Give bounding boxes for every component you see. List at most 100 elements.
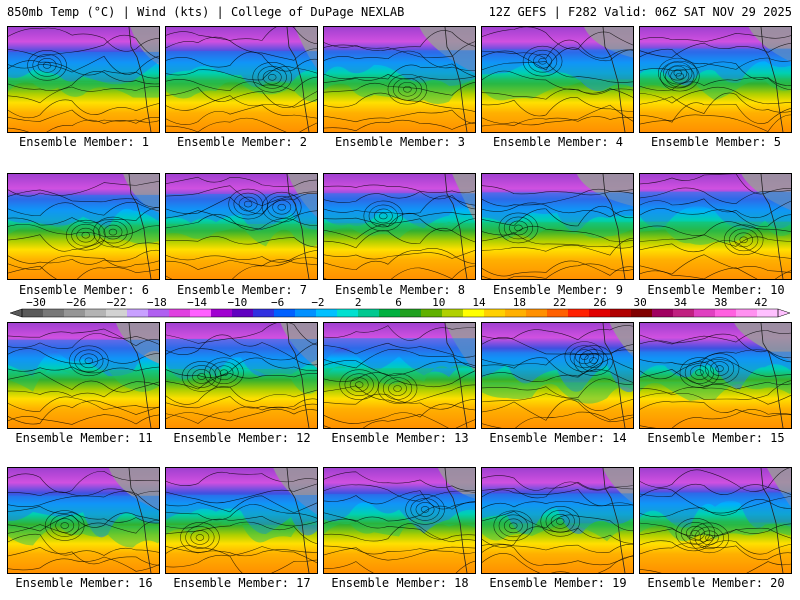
ensemble-member-map — [7, 173, 160, 280]
map-title: 850mb Temp (°C) | Wind (kts) | College o… — [7, 5, 405, 19]
colorbar-tick-label: −26 — [66, 296, 86, 309]
ensemble-member-map — [639, 322, 792, 429]
ensemble-member-label: Ensemble Member: 1 — [18, 135, 150, 149]
ensemble-member-map — [481, 173, 634, 280]
ensemble-member-label: Ensemble Member: 5 — [650, 135, 782, 149]
ensemble-member-map — [165, 26, 318, 133]
ensemble-member-map — [165, 173, 318, 280]
colorbar-tick-label: 14 — [472, 296, 486, 309]
ensemble-member-label: Ensemble Member: 3 — [334, 135, 466, 149]
colorbar-segment — [736, 309, 758, 317]
ensemble-member-label: Ensemble Member: 13 — [331, 431, 469, 445]
colorbar-tick-label: 34 — [674, 296, 688, 309]
colorbar-tick-label: 22 — [553, 296, 566, 309]
ensemble-member-label: Ensemble Member: 11 — [15, 431, 153, 445]
colorbar-segment — [274, 309, 296, 317]
ensemble-member-map — [7, 26, 160, 133]
colorbar-tick-label: 30 — [634, 296, 647, 309]
colorbar-tick-label: −30 — [26, 296, 46, 309]
ensemble-member-map — [481, 322, 634, 429]
colorbar-segment — [757, 309, 779, 317]
ensemble-member-label: Ensemble Member: 7 — [176, 283, 308, 297]
colorbar-tick-label: −22 — [107, 296, 127, 309]
ensemble-member-map — [165, 322, 318, 429]
ensemble-member-map — [7, 322, 160, 429]
colorbar-max-arrow — [777, 308, 791, 318]
ensemble-member-map — [7, 467, 160, 574]
colorbar-tick-label: 38 — [714, 296, 727, 309]
colorbar-segment — [127, 309, 149, 317]
ensemble-member-map — [323, 322, 476, 429]
ensemble-member-label: Ensemble Member: 18 — [331, 576, 469, 590]
ensemble-member-map — [323, 173, 476, 280]
colorbar-tick-label: 42 — [754, 296, 767, 309]
colorbar-tick-label: 18 — [513, 296, 526, 309]
colorbar-tick-label: 2 — [355, 296, 362, 309]
colorbar-segment — [694, 309, 716, 317]
forecast-valid-time: 12Z GEFS | F282 Valid: 06Z SAT NOV 29 20… — [488, 5, 792, 19]
ensemble-member-label: Ensemble Member: 19 — [489, 576, 627, 590]
colorbar-min-arrow — [9, 308, 23, 318]
colorbar-segment — [421, 309, 443, 317]
colorbar-segment — [484, 309, 506, 317]
ensemble-member-label: Ensemble Member: 10 — [647, 283, 785, 297]
colorbar-tick-label: −18 — [147, 296, 167, 309]
ensemble-member-map — [639, 173, 792, 280]
colorbar-segment — [400, 309, 422, 317]
colorbar-segment — [379, 309, 401, 317]
colorbar-segment — [631, 309, 653, 317]
colorbar-segment — [22, 309, 44, 317]
colorbar-segment — [673, 309, 695, 317]
colorbar-segment — [64, 309, 86, 317]
ensemble-member-label: Ensemble Member: 9 — [492, 283, 624, 297]
colorbar-tick-label: −2 — [311, 296, 324, 309]
colorbar-segment — [85, 309, 107, 317]
ensemble-member-map — [481, 26, 634, 133]
colorbar-segment — [169, 309, 191, 317]
colorbar-tick-label: −6 — [271, 296, 284, 309]
ensemble-member-map — [323, 26, 476, 133]
temperature-colorbar: −30 −26 −22 −18 −14 −10 −6 −2 2 6 10 14 18 22 26 30 34 38… — [9, 296, 791, 318]
colorbar-segment — [526, 309, 548, 317]
colorbar-tick-label: −10 — [227, 296, 247, 309]
colorbar-tick-label: −14 — [187, 296, 207, 309]
colorbar-segment — [148, 309, 170, 317]
colorbar-segment — [295, 309, 317, 317]
colorbar-segment — [316, 309, 338, 317]
colorbar-segment — [547, 309, 569, 317]
colorbar-segment — [589, 309, 611, 317]
ensemble-member-map — [323, 467, 476, 574]
ensemble-member-label: Ensemble Member: 2 — [176, 135, 308, 149]
colorbar-segment — [505, 309, 527, 317]
ensemble-member-label: Ensemble Member: 17 — [173, 576, 311, 590]
colorbar-segment — [358, 309, 380, 317]
colorbar-segment — [568, 309, 590, 317]
ensemble-member-label: Ensemble Member: 20 — [647, 576, 785, 590]
colorbar-segment — [442, 309, 464, 317]
colorbar-segment — [43, 309, 65, 317]
ensemble-member-label: Ensemble Member: 12 — [173, 431, 311, 445]
colorbar-segment — [232, 309, 254, 317]
ensemble-member-label: Ensemble Member: 14 — [489, 431, 627, 445]
ensemble-member-label: Ensemble Member: 15 — [647, 431, 785, 445]
colorbar-segment — [211, 309, 233, 317]
ensemble-member-label: Ensemble Member: 8 — [334, 283, 466, 297]
colorbar-tick-label: 10 — [432, 296, 445, 309]
ensemble-member-map — [639, 26, 792, 133]
ensemble-member-map — [481, 467, 634, 574]
colorbar-segment — [652, 309, 674, 317]
colorbar-segment — [190, 309, 212, 317]
colorbar-segment — [463, 309, 485, 317]
colorbar-tick-label: 26 — [593, 296, 606, 309]
colorbar-segment — [253, 309, 275, 317]
colorbar-segment — [106, 309, 128, 317]
ensemble-member-map — [639, 467, 792, 574]
colorbar-segment — [610, 309, 632, 317]
ensemble-member-label: Ensemble Member: 16 — [15, 576, 153, 590]
ensemble-member-label: Ensemble Member: 6 — [18, 283, 150, 297]
colorbar-segment — [715, 309, 737, 317]
colorbar-segment — [337, 309, 359, 317]
colorbar-tick-label: 6 — [395, 296, 402, 309]
ensemble-member-label: Ensemble Member: 4 — [492, 135, 624, 149]
ensemble-member-map — [165, 467, 318, 574]
